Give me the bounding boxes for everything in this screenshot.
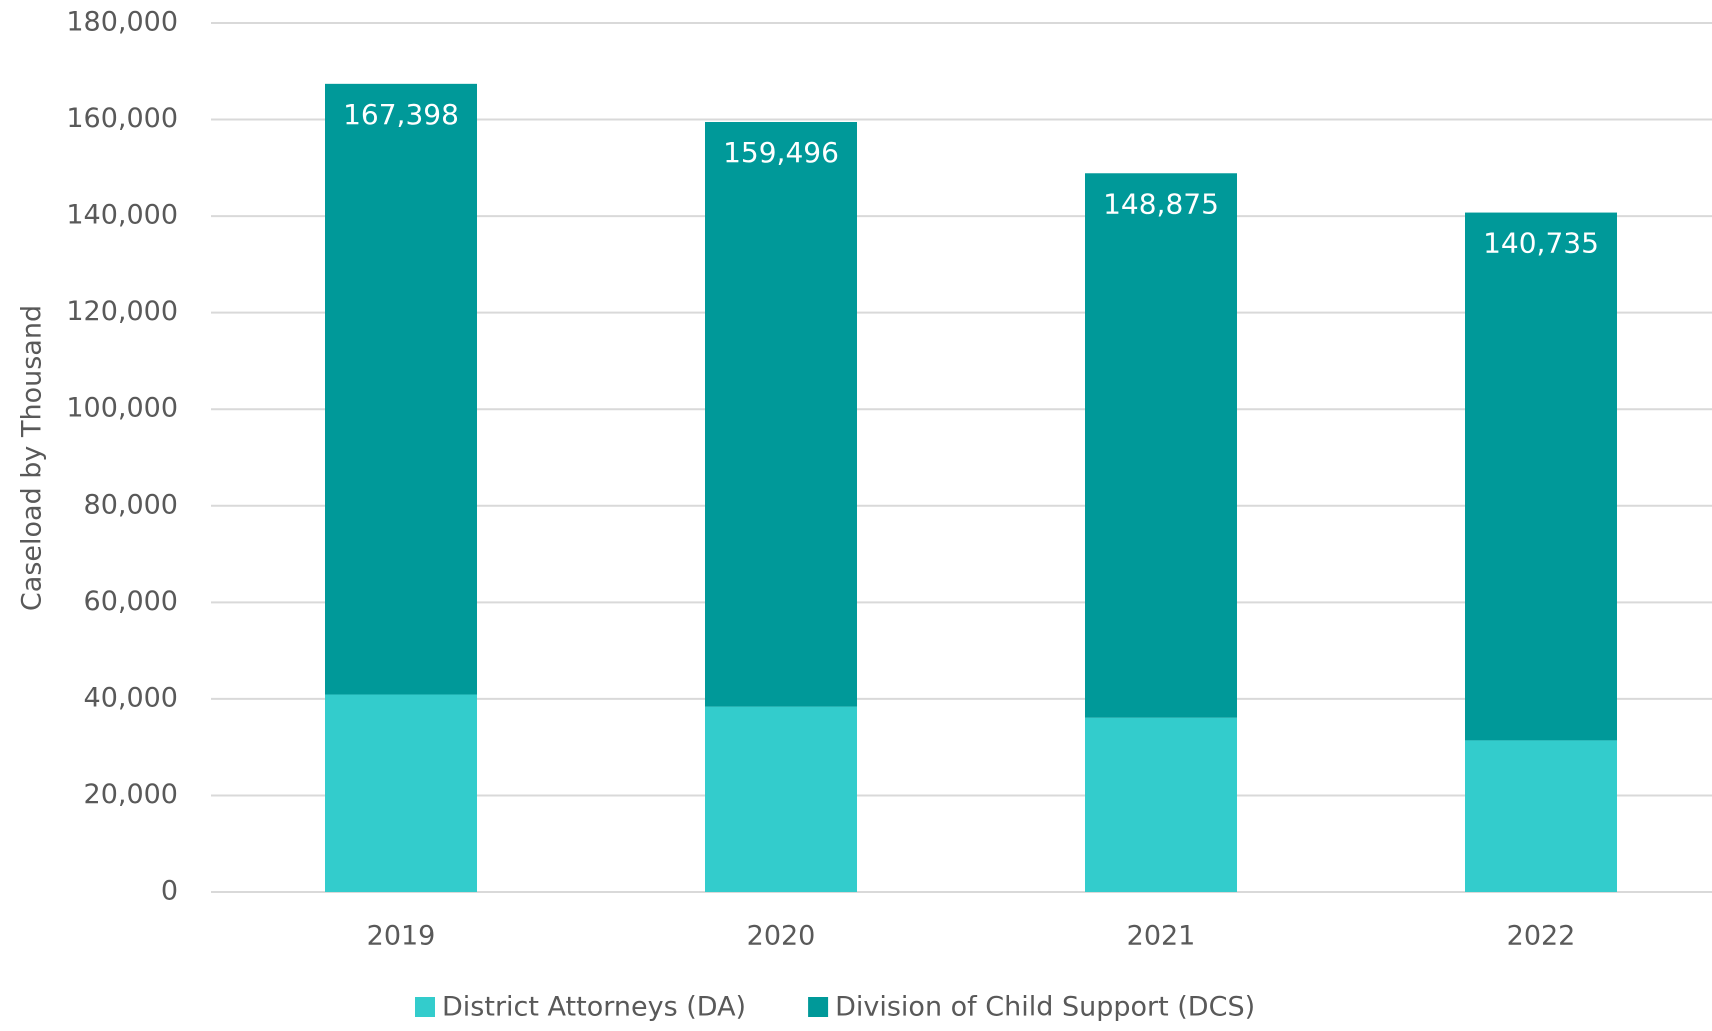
y-tick-label: 80,000 <box>84 489 178 520</box>
legend-swatch <box>808 997 829 1017</box>
y-tick-label: 40,000 <box>84 682 178 713</box>
total-label: 148,875 <box>1103 187 1219 220</box>
y-tick-label: 100,000 <box>66 393 178 424</box>
x-tick-label: 2022 <box>1507 921 1576 952</box>
x-tick-label: 2021 <box>1127 921 1196 952</box>
bar-segment <box>705 121 857 707</box>
y-tick-label: 160,000 <box>66 103 178 134</box>
bar-segment <box>1465 212 1617 741</box>
legend-label: Division of Child Support (DCS) <box>835 992 1255 1023</box>
x-tick-label: 2020 <box>747 921 816 952</box>
bar-segment <box>325 83 477 695</box>
bar-segment <box>705 706 857 892</box>
y-tick-label: 20,000 <box>84 779 178 810</box>
bar-segment <box>1085 717 1237 892</box>
total-label: 140,735 <box>1483 227 1599 260</box>
bar-segment <box>1085 173 1237 718</box>
x-tick-label: 2019 <box>367 921 436 952</box>
legend-swatch <box>415 997 435 1017</box>
y-tick-label: 0 <box>161 876 178 907</box>
bar-segment <box>325 694 477 892</box>
y-axis-label: Caseload by Thousand <box>17 305 48 611</box>
y-tick-label: 120,000 <box>66 296 178 327</box>
legend-label: District Attorneys (DA) <box>442 992 746 1023</box>
y-tick-label: 140,000 <box>66 200 178 231</box>
total-label: 159,496 <box>723 136 839 169</box>
total-label: 167,398 <box>343 98 459 131</box>
y-tick-label: 180,000 <box>66 7 178 38</box>
bar-segment <box>1465 740 1617 892</box>
y-tick-label: 60,000 <box>84 586 178 617</box>
